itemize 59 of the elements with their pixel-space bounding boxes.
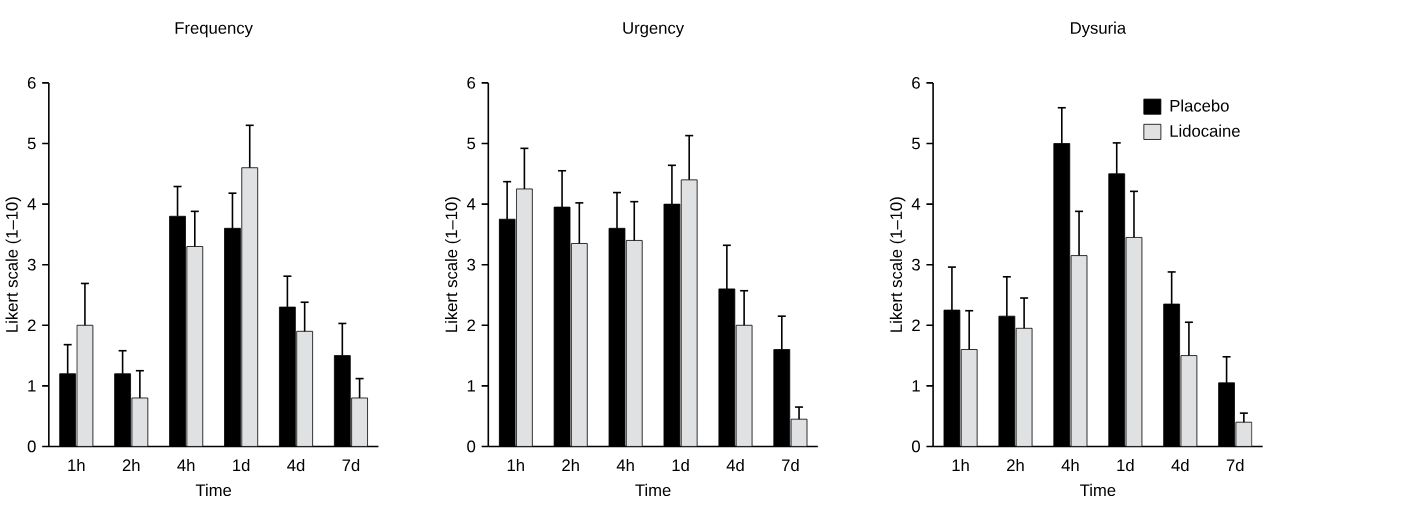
y-tick-label: 1 [467,379,475,392]
x-tick-label: 1d [1117,458,1134,471]
bar [960,348,978,447]
x-tick-label: 4d [726,458,744,471]
x-tick-label: 2h [562,458,579,471]
y-tick-label: 0 [467,440,476,453]
y-tick-label: 2 [912,319,920,331]
x-tick-label: 1d [672,458,689,471]
y-tick-label: 2 [467,319,475,331]
y-tick-label: 5 [27,137,36,150]
x-tick-label: 4d [1171,458,1189,471]
y-tick-label: 3 [27,258,36,271]
y-axis-title: Likert scale (1–10) [889,197,906,332]
bar [241,167,259,447]
y-tick-label: 6 [467,76,476,89]
bar [625,239,643,447]
x-tick-label: 4h [1061,458,1079,471]
chart-title: Urgency [623,22,685,37]
x-tick-label: 1h [952,458,969,471]
bar [351,397,368,447]
y-tick-label: 5 [467,137,476,150]
x-tick-label: 1h [68,458,85,471]
y-tick-label: 6 [27,76,36,89]
bar [516,188,533,447]
y-tick-label: 2 [27,319,36,331]
y-axis-title: Likert scale (1–10) [5,197,22,332]
legend-label: Lidocaine [1170,124,1240,137]
chart-title: Dysuria [1071,21,1127,37]
x-tick-label: 1d [233,458,250,471]
y-axis-title: Likert scale (1–10) [445,197,461,332]
y-tick-label: 1 [28,379,36,392]
x-axis-title: Time [635,483,671,496]
chart-title: Frequency [175,22,253,37]
x-tick-label: 7d [342,458,360,471]
y-tick-label: 3 [911,258,920,271]
y-tick-label: 5 [912,137,920,150]
x-tick-label: 2h [1007,458,1024,471]
y-tick-label: 1 [912,379,920,392]
bar [680,179,698,447]
bar [570,242,588,447]
x-tick-label: 7d [1226,458,1244,471]
y-tick-label: 4 [911,198,921,210]
y-tick-label: 3 [467,258,476,271]
x-tick-label: 7d [782,458,799,471]
y-tick-label: 4 [466,198,476,210]
y-tick-label: 6 [912,76,920,89]
x-tick-label: 4h [177,458,195,471]
y-tick-label: 0 [27,440,36,453]
x-tick-label: 4d [287,458,305,471]
legend-label: Placebo [1170,99,1229,112]
y-tick-label: 4 [27,198,36,210]
bar [186,245,204,447]
x-axis-title: Time [195,483,232,496]
x-tick-label: 2h [122,458,140,471]
bar [296,330,314,447]
x-tick-label: 4h [616,458,634,471]
x-axis-title: Time [1080,483,1116,496]
x-tick-label: 1h [507,458,524,471]
y-tick-label: 0 [912,440,920,453]
